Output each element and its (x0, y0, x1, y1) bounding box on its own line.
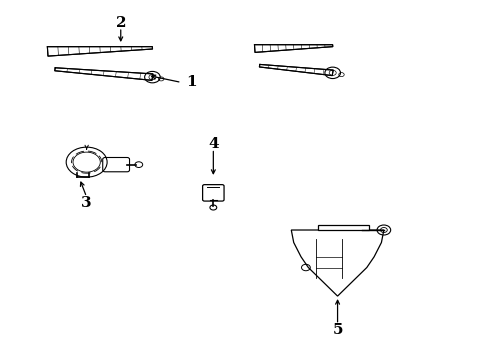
Text: 3: 3 (81, 196, 92, 210)
Polygon shape (291, 230, 384, 296)
Polygon shape (259, 64, 333, 76)
Polygon shape (55, 68, 153, 80)
Text: 2: 2 (116, 16, 126, 30)
Polygon shape (318, 225, 369, 230)
Polygon shape (254, 45, 333, 53)
Text: 1: 1 (186, 76, 196, 90)
Text: 5: 5 (332, 323, 343, 337)
Text: 4: 4 (208, 137, 219, 151)
Polygon shape (48, 47, 152, 56)
